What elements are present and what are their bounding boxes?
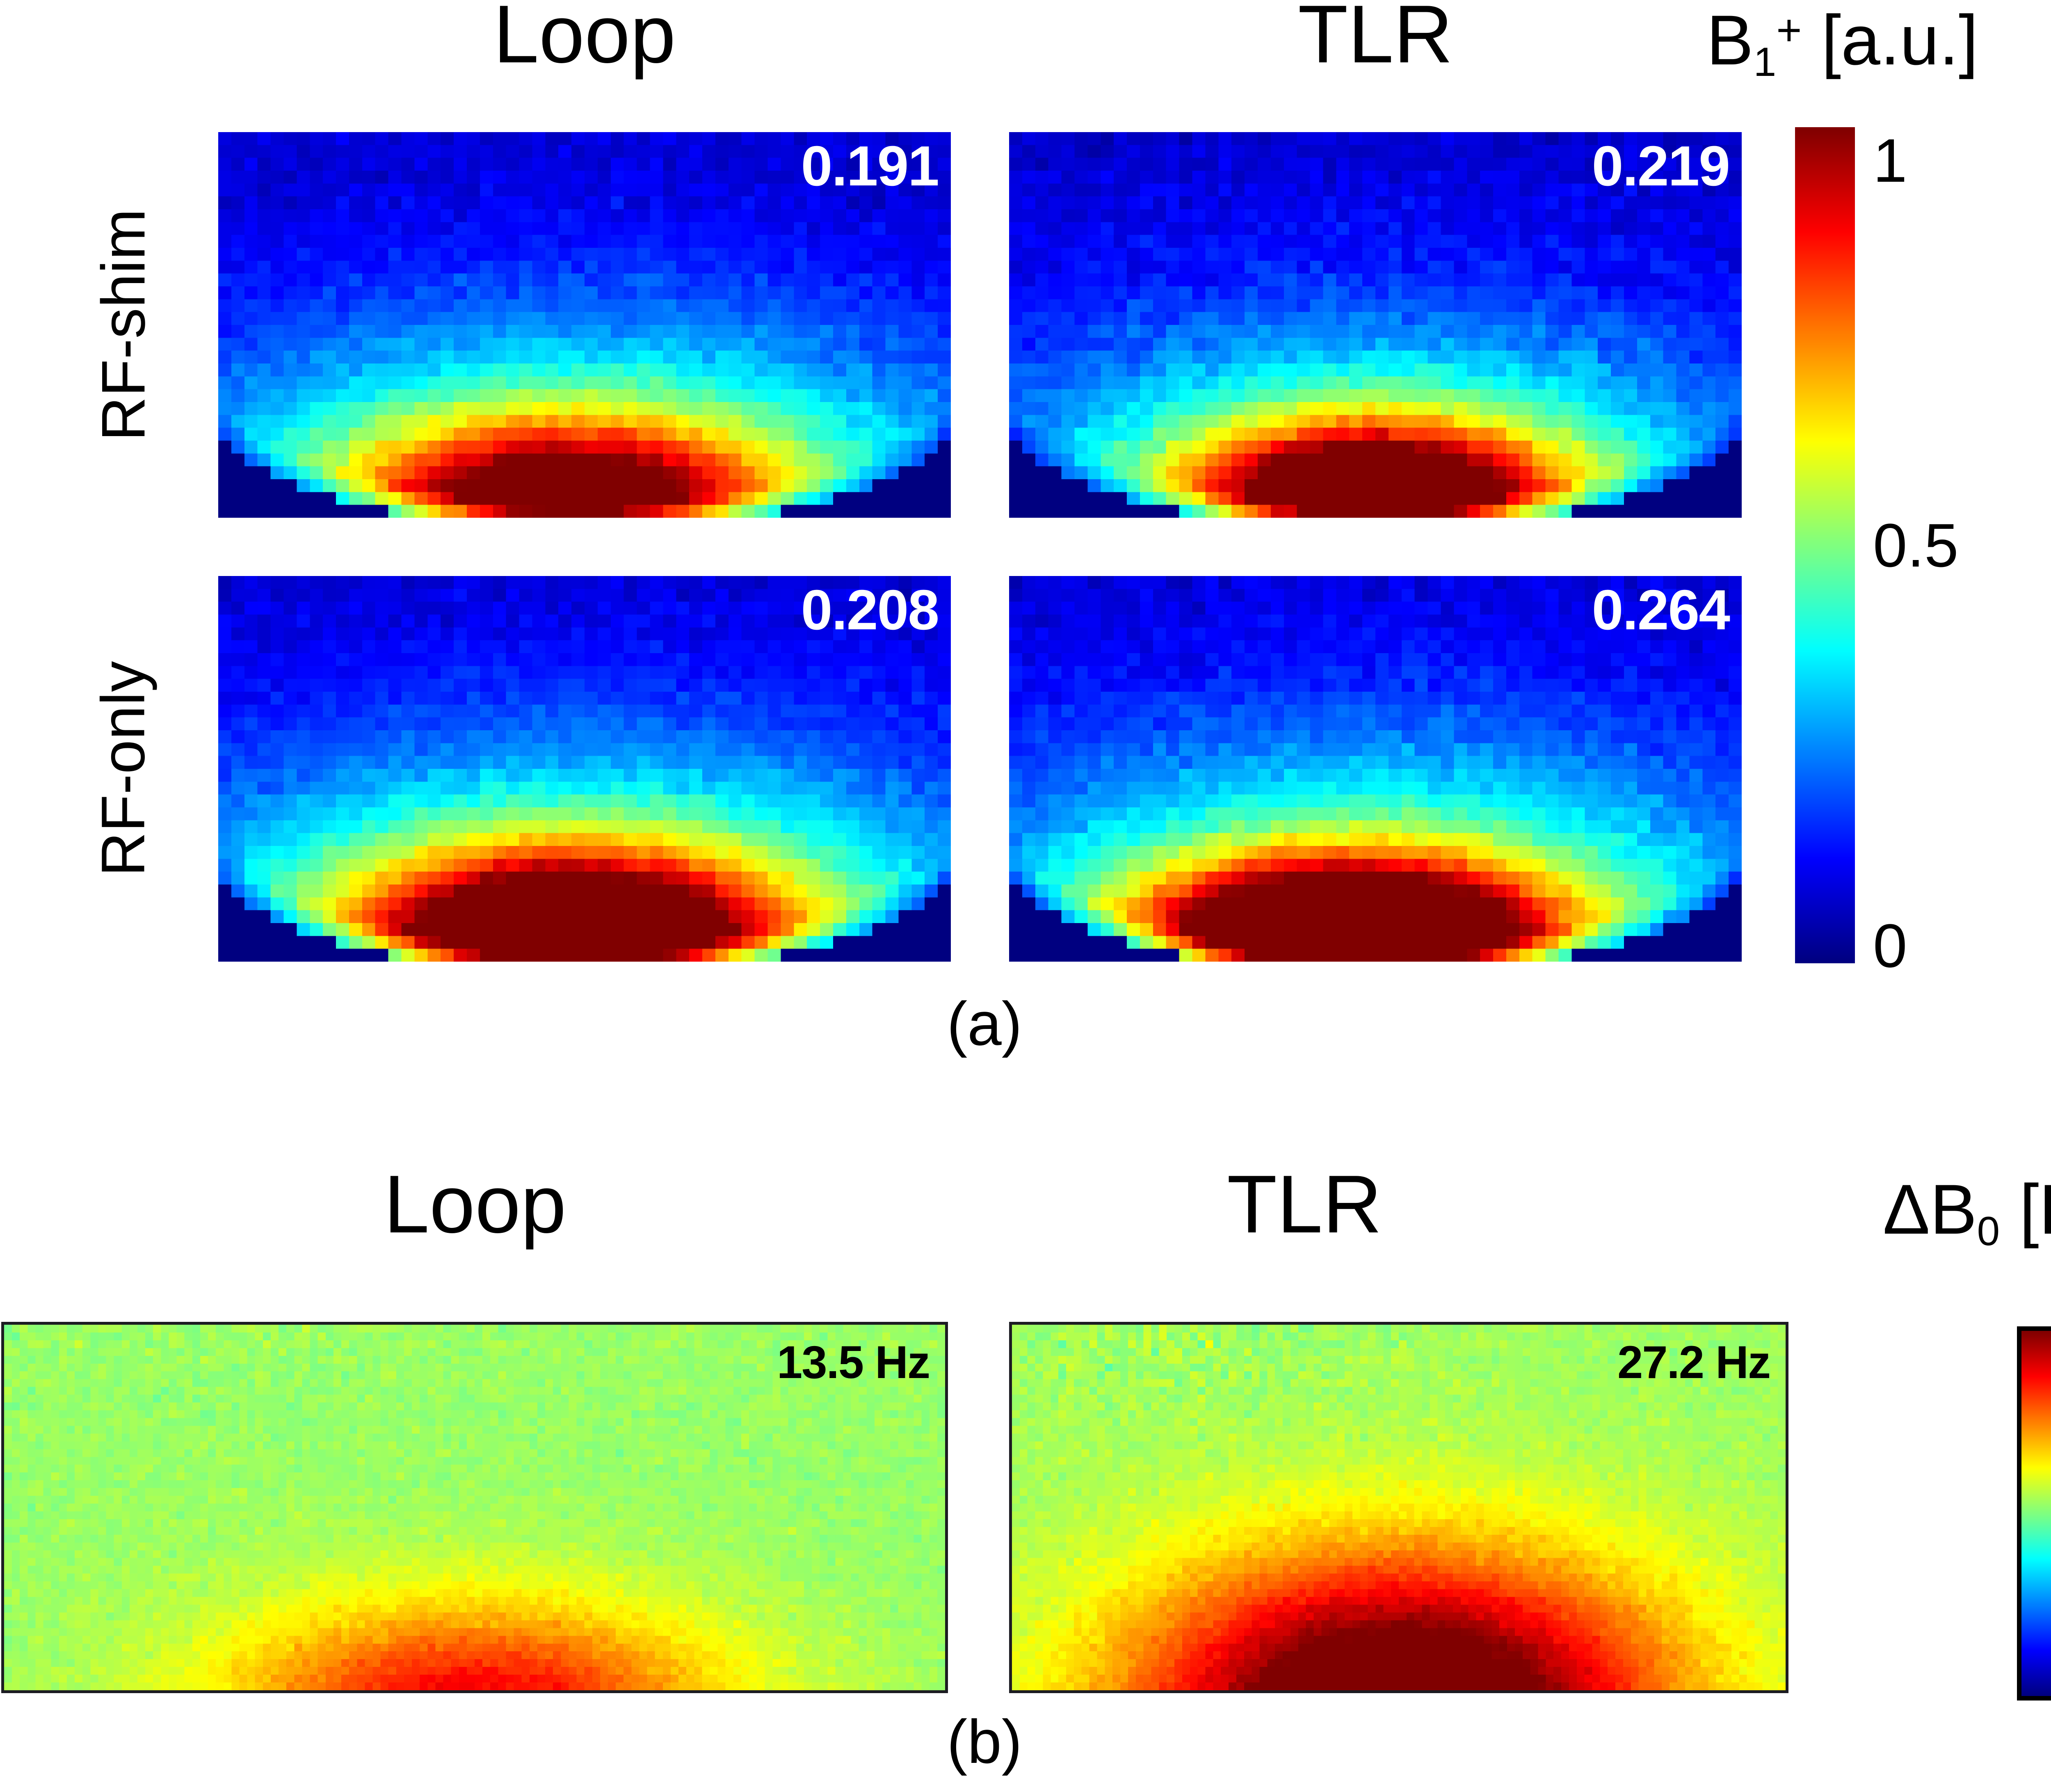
colorbar-title-subscript-0: 0 <box>1977 1208 2000 1254</box>
panel-a-row-label-rf-shim: RF-shim <box>89 208 158 441</box>
panel-a-colorbar-tick-0: 0 <box>1873 911 1907 980</box>
colorbar-title-subscript: 1 <box>1753 39 1777 85</box>
b0-map-tlr: 27.2 Hz <box>1009 1322 1788 1693</box>
panel-a-row-label-rf-only-wrap: RF-only <box>62 576 185 962</box>
b1-map-value-rf-only-loop: 0.208 <box>801 578 939 642</box>
caption-a: (a) <box>947 989 1022 1058</box>
b1-map-value-rf-shim-tlr: 0.219 <box>1592 135 1730 198</box>
b0-map-canvas-loop <box>4 1325 945 1690</box>
b1-map-value-rf-shim-loop: 0.191 <box>801 135 939 198</box>
b1-map-rf-shim-tlr: 0.219 <box>1009 132 1742 518</box>
panel-a-column-title-tlr: TLR <box>1298 0 1453 80</box>
panel-a-row-label-rf-shim-wrap: RF-shim <box>62 132 185 518</box>
b1-map-canvas-rf-only-tlr <box>1009 576 1742 962</box>
b0-map-loop: 13.5 Hz <box>1 1322 948 1693</box>
colorbar-title-unit: [a.u.] <box>1802 1 1978 80</box>
colorbar-title-superscript: + <box>1776 5 1802 55</box>
panel-b-colorbar-canvas <box>2021 1331 2051 1696</box>
panel-a-colorbar-canvas <box>1795 127 1855 963</box>
panel-a-colorbar-title: B1+ [a.u.] <box>1706 5 1978 83</box>
panel-b-column-title-loop: Loop <box>384 1159 566 1250</box>
colorbar-title-unit-hz: [Hz] <box>2019 1170 2051 1249</box>
b1-map-rf-shim-loop: 0.191 <box>218 132 951 518</box>
b1-map-canvas-rf-only-loop <box>218 576 951 962</box>
colorbar-title-b: B <box>1706 1 1754 80</box>
b1-map-canvas-rf-shim-tlr <box>1009 132 1742 518</box>
panel-a-colorbar-tick-0-5: 0.5 <box>1873 511 1959 580</box>
b0-map-canvas-tlr <box>1012 1325 1786 1690</box>
b1-map-rf-only-tlr: 0.264 <box>1009 576 1742 962</box>
panel-a-row-label-rf-only: RF-only <box>89 661 158 877</box>
b0-map-value-tlr: 27.2 Hz <box>1617 1337 1771 1388</box>
panel-a-colorbar <box>1795 127 1855 963</box>
panel-b-colorbar-title: ΔB0 [Hz] <box>1883 1174 2051 1252</box>
panel-b-colorbar <box>2017 1326 2051 1701</box>
panel-a-colorbar-tick-1: 1 <box>1873 126 1907 195</box>
colorbar-title-delta-b: ΔB <box>1883 1170 1977 1249</box>
b1-map-rf-only-loop: 0.208 <box>218 576 951 962</box>
b0-map-value-loop: 13.5 Hz <box>777 1337 930 1388</box>
b1-map-value-rf-only-tlr: 0.264 <box>1592 578 1730 642</box>
caption-b: (b) <box>947 1707 1022 1776</box>
panel-a-column-title-loop: Loop <box>493 0 676 80</box>
panel-b-column-title-tlr: TLR <box>1227 1159 1382 1250</box>
b1-map-canvas-rf-shim-loop <box>218 132 951 518</box>
